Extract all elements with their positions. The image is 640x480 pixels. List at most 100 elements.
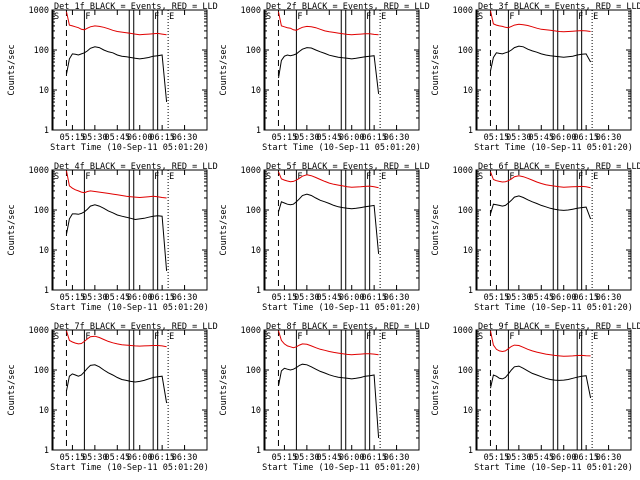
panel-title: Det 7f BLACK = Events, RED = LLD — [54, 322, 218, 332]
x-axis-label: Start Time (10-Sep-11 05:01:20) — [474, 303, 633, 313]
x-tick-label: 05:15 — [272, 293, 298, 303]
panel-title: Det 1f BLACK = Events, RED = LLD — [54, 2, 218, 12]
x-tick-label: 06:15 — [149, 293, 175, 303]
time-marker-label: S — [478, 332, 483, 342]
x-axis-label: Start Time (10-Sep-11 05:01:20) — [50, 463, 209, 473]
x-tick-label: 05:30 — [82, 453, 108, 463]
x-tick-label: 05:15 — [60, 133, 86, 143]
x-tick-label: 05:15 — [272, 133, 298, 143]
x-tick-label: 06:30 — [172, 453, 198, 463]
x-tick-label: 06:00 — [551, 293, 577, 303]
y-tick-label: 100 — [246, 366, 261, 376]
y-axis-label: Counts/sec — [431, 204, 441, 255]
y-axis-label: Counts/sec — [7, 364, 17, 415]
y-tick-label: 10 — [251, 406, 261, 416]
time-marker-label: F — [578, 172, 583, 182]
series-line-events — [66, 46, 168, 103]
x-tick-label: 05:30 — [82, 293, 108, 303]
x-tick-label: 06:30 — [596, 133, 622, 143]
x-tick-label: 06:00 — [551, 133, 577, 143]
panel-det-1: Det 1f BLACK = Events, RED = LLD 1 10 100 10… — [7, 2, 218, 153]
time-marker-label: S — [266, 172, 271, 182]
x-tick-label: 05:30 — [294, 453, 320, 463]
x-tick-label: 06:00 — [127, 293, 153, 303]
series-line-events — [278, 47, 380, 94]
x-tick-label: 06:00 — [339, 293, 365, 303]
y-tick-label: 1000 — [241, 326, 261, 336]
time-marker-label: S — [266, 12, 271, 22]
time-marker-label: E — [169, 332, 174, 342]
y-tick-label: 100 — [458, 46, 473, 56]
time-marker-label: S — [478, 172, 483, 182]
y-tick-label: 100 — [246, 206, 261, 216]
y-tick-label: 1000 — [29, 326, 49, 336]
x-tick-label: 06:00 — [127, 133, 153, 143]
time-marker-label: F — [154, 172, 159, 182]
time-marker-label: F — [85, 172, 90, 182]
y-axis-label: Counts/sec — [431, 364, 441, 415]
y-tick-label: 1 — [256, 446, 261, 456]
y-axis-label: Counts/sec — [219, 364, 229, 415]
x-tick-label: 06:00 — [127, 453, 153, 463]
y-axis-label: Counts/sec — [219, 204, 229, 255]
y-tick-label: 10 — [251, 246, 261, 256]
x-tick-label: 05:15 — [484, 133, 510, 143]
x-axis-label: Start Time (10-Sep-11 05:01:20) — [262, 303, 421, 313]
time-marker-label: F — [85, 332, 90, 342]
time-marker-label: F — [509, 332, 514, 342]
x-tick-label: 05:15 — [60, 293, 86, 303]
y-tick-label: 10 — [39, 246, 49, 256]
series-line-events — [66, 364, 168, 404]
panel-det-9: Det 9f BLACK = Events, RED = LLD 1 10 100 10… — [431, 322, 640, 473]
y-tick-label: 100 — [34, 206, 49, 216]
y-tick-label: 10 — [251, 86, 261, 96]
x-tick-label: 05:15 — [484, 453, 510, 463]
time-marker-label: F — [297, 172, 302, 182]
y-tick-label: 100 — [34, 46, 49, 56]
series-line-lld — [66, 11, 167, 36]
time-marker-label: F — [366, 12, 371, 22]
series-line-events — [278, 363, 380, 439]
series-line-lld — [278, 330, 379, 356]
x-tick-label: 05:45 — [316, 133, 342, 143]
x-tick-label: 05:45 — [104, 293, 130, 303]
x-tick-label: 05:15 — [272, 453, 298, 463]
time-marker-label: F — [154, 332, 159, 342]
y-tick-label: 1 — [44, 286, 49, 296]
time-marker-label: F — [509, 12, 514, 22]
x-tick-label: 05:45 — [104, 453, 130, 463]
y-tick-label: 1 — [256, 126, 261, 136]
y-tick-label: 1 — [256, 286, 261, 296]
y-tick-label: 1000 — [29, 166, 49, 176]
y-tick-label: 1 — [468, 126, 473, 136]
time-marker-label: E — [381, 12, 386, 22]
time-marker-label: F — [578, 332, 583, 342]
y-tick-label: 1 — [468, 446, 473, 456]
series-line-lld — [278, 171, 379, 189]
x-axis-label: Start Time (10-Sep-11 05:01:20) — [262, 463, 421, 473]
x-tick-label: 05:30 — [506, 453, 532, 463]
y-tick-label: 1 — [44, 126, 49, 136]
y-tick-label: 10 — [39, 86, 49, 96]
x-tick-label: 05:30 — [294, 133, 320, 143]
series-line-lld — [490, 10, 591, 33]
series-line-events — [490, 195, 592, 220]
x-axis-label: Start Time (10-Sep-11 05:01:20) — [50, 303, 209, 313]
time-marker-label: E — [169, 172, 174, 182]
panel-det-8: Det 8f BLACK = Events, RED = LLD 1 10 100 10… — [219, 322, 430, 473]
time-marker-label: F — [297, 12, 302, 22]
x-tick-label: 06:30 — [172, 293, 198, 303]
panel-det-7: Det 7f BLACK = Events, RED = LLD 1 10 100 10… — [7, 322, 218, 473]
y-tick-label: 100 — [458, 206, 473, 216]
time-marker-label: S — [54, 12, 59, 22]
y-tick-label: 1000 — [241, 166, 261, 176]
y-tick-label: 1 — [44, 446, 49, 456]
series-line-events — [490, 45, 592, 72]
x-tick-label: 06:30 — [384, 133, 410, 143]
y-axis-label: Counts/sec — [219, 44, 229, 95]
time-marker-label: F — [366, 172, 371, 182]
x-tick-label: 05:30 — [506, 133, 532, 143]
x-axis-label: Start Time (10-Sep-11 05:01:20) — [262, 143, 421, 153]
